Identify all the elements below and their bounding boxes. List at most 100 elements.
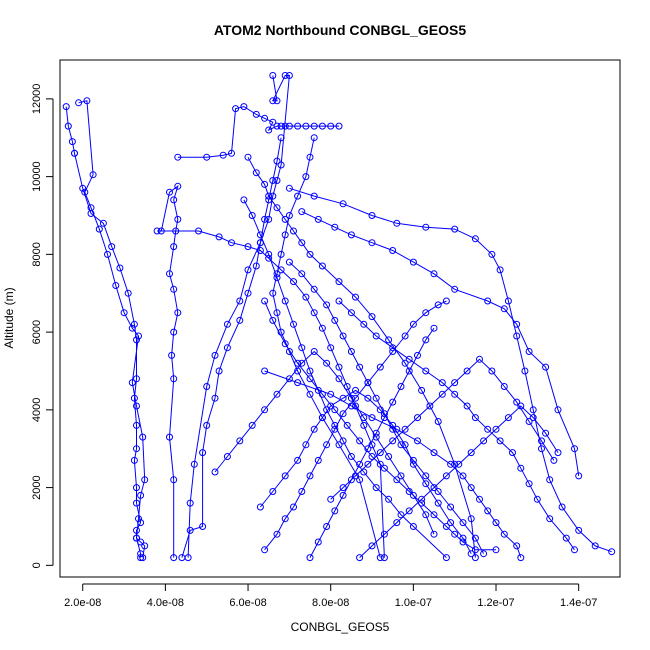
data-point: [174, 309, 182, 317]
data-point: [318, 324, 326, 332]
data-point: [256, 239, 264, 247]
data-point: [285, 348, 293, 355]
data-point: [484, 507, 492, 515]
data-point: [542, 363, 550, 371]
plot-frame: [59, 59, 621, 578]
data-point: [323, 301, 331, 309]
data-point: [166, 188, 173, 196]
data-point: [265, 192, 273, 200]
data-point: [575, 472, 583, 480]
data-point: [352, 472, 359, 480]
data-point: [116, 264, 124, 272]
y-tick-label: 0: [31, 562, 43, 568]
data-point: [438, 390, 446, 398]
data-point: [153, 227, 161, 235]
data-point: [298, 344, 306, 352]
data-point: [83, 97, 91, 105]
data-point: [133, 336, 140, 344]
data-point: [166, 270, 173, 278]
data-point: [199, 523, 207, 530]
data-point: [130, 394, 138, 402]
data-point: [87, 204, 95, 212]
data-point: [190, 460, 198, 468]
data-point: [389, 344, 397, 352]
data-point: [285, 184, 293, 192]
data-point: [372, 429, 380, 437]
series-line-4: [187, 75, 290, 558]
data-point: [389, 247, 397, 254]
data-point: [277, 134, 285, 142]
data-point: [290, 227, 297, 235]
data-point: [422, 480, 430, 488]
data-point: [397, 383, 405, 390]
data-point: [178, 554, 186, 562]
data-point: [422, 511, 430, 519]
data-point: [294, 122, 302, 130]
data-point: [281, 231, 289, 239]
data-point: [339, 332, 347, 340]
data-point: [298, 488, 306, 495]
data-point: [393, 425, 401, 433]
data-point: [285, 212, 293, 219]
data-point: [281, 472, 289, 480]
data-point: [211, 468, 219, 476]
data-point: [133, 526, 140, 534]
data-point: [347, 476, 355, 484]
data-point: [459, 472, 467, 480]
data-point: [434, 499, 442, 507]
data-point: [269, 118, 277, 126]
data-point: [236, 316, 244, 324]
data-point: [211, 351, 219, 359]
data-point: [442, 472, 450, 480]
data-point: [108, 243, 116, 251]
data-point: [385, 495, 393, 503]
data-point: [380, 410, 388, 418]
data-point: [244, 266, 252, 274]
data-point: [438, 379, 446, 387]
data-point: [265, 215, 273, 223]
data-point: [261, 546, 269, 554]
data-point: [575, 526, 583, 534]
data-point: [451, 530, 459, 538]
data-point: [471, 554, 479, 562]
data-point: [228, 239, 235, 247]
data-point: [335, 363, 343, 371]
data-point: [318, 262, 326, 270]
data-point: [347, 453, 355, 460]
data-point: [285, 375, 293, 383]
data-point: [368, 414, 376, 422]
data-point: [133, 402, 140, 410]
data-point: [79, 184, 87, 192]
data-point: [211, 394, 219, 402]
data-point: [174, 182, 182, 190]
data-point: [285, 72, 293, 79]
data-point: [562, 534, 570, 542]
data-point: [451, 460, 459, 468]
data-point: [542, 429, 550, 437]
data-point: [389, 348, 397, 355]
data-point: [513, 332, 521, 340]
data-point: [269, 72, 277, 79]
data-point: [261, 406, 269, 414]
data-point: [318, 122, 326, 130]
data-point: [368, 212, 376, 219]
data-point: [459, 534, 467, 542]
data-point: [261, 297, 269, 305]
data-point: [137, 538, 145, 546]
data-point: [261, 215, 269, 223]
data-point: [294, 379, 302, 387]
data-point: [281, 340, 289, 348]
data-point: [360, 414, 368, 422]
data-point: [294, 359, 302, 367]
data-point: [215, 367, 223, 375]
chart-title: ATOM2 Northbound CONBGL_GEOS5: [214, 22, 466, 38]
data-point: [405, 355, 413, 363]
data-point: [422, 367, 430, 375]
data-point: [306, 554, 314, 562]
data-point: [554, 449, 562, 457]
series-line-19: [330, 358, 555, 500]
data-point: [133, 534, 140, 542]
data-point: [451, 225, 459, 233]
data-point: [203, 153, 211, 161]
data-point: [95, 225, 103, 233]
